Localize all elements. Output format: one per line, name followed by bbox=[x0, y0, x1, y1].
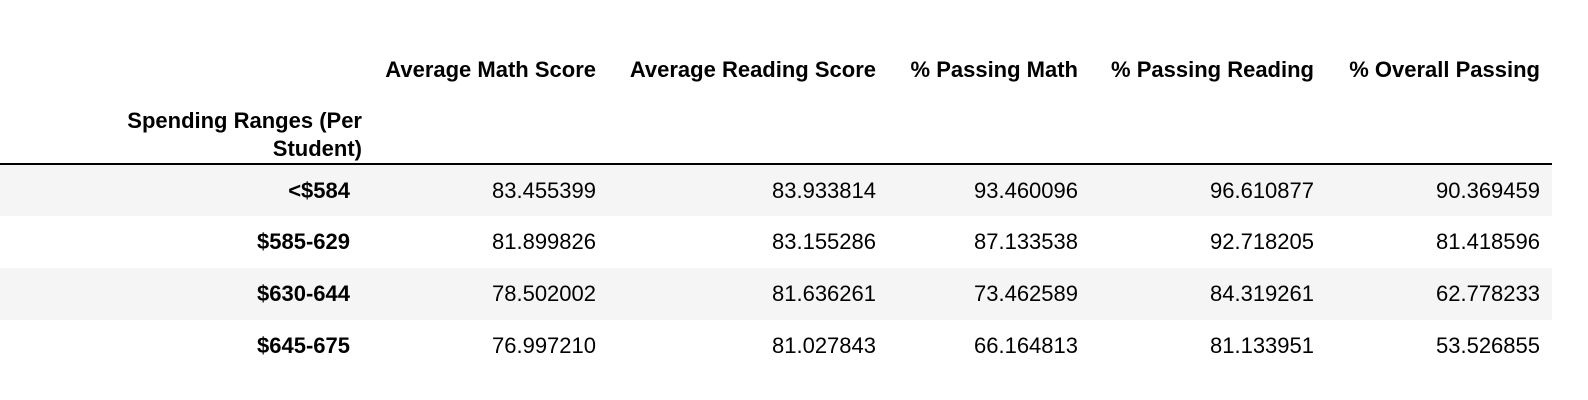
row-label: $585-629 bbox=[257, 229, 350, 254]
cell-overall-passing: 90.369459 bbox=[1436, 177, 1540, 203]
cell-average-math-score: 76.997210 bbox=[492, 333, 596, 358]
table-header: Average Math Score Average Reading Score… bbox=[0, 0, 1552, 164]
index-header-blank bbox=[608, 84, 888, 164]
spending-summary-table: Average Math Score Average Reading Score… bbox=[0, 0, 1552, 372]
index-header-row: Spending Ranges (Per Student) bbox=[0, 84, 1552, 164]
column-header-average-math-score: Average Math Score bbox=[385, 57, 596, 82]
cell-passing-reading: 96.610877 bbox=[1210, 177, 1314, 203]
column-header-average-reading-score: Average Reading Score bbox=[629, 57, 876, 82]
index-header-blank bbox=[1090, 84, 1326, 164]
index-name-header: Spending Ranges (Per Student) bbox=[0, 84, 362, 164]
cell-average-reading-score: 83.933814 bbox=[772, 177, 876, 203]
index-name-label: Spending Ranges (Per Student) bbox=[127, 108, 362, 161]
column-header-passing-reading: % Passing Reading bbox=[1111, 57, 1314, 82]
cell-average-reading-score: 81.636261 bbox=[772, 281, 876, 306]
cell-passing-math: 93.460096 bbox=[974, 177, 1078, 203]
cell-passing-reading: 81.133951 bbox=[1210, 333, 1314, 358]
row-label: $645-675 bbox=[257, 333, 350, 358]
column-header-row: Average Math Score Average Reading Score… bbox=[0, 0, 1552, 84]
row-label: <$584 bbox=[288, 177, 350, 203]
cell-passing-reading: 92.718205 bbox=[1210, 229, 1314, 254]
table-row: $585-629 81.899826 83.155286 87.133538 9… bbox=[0, 216, 1552, 268]
header-blank-cell bbox=[0, 0, 362, 84]
table-row: <$584 83.455399 83.933814 93.460096 96.6… bbox=[0, 164, 1552, 216]
index-header-blank bbox=[888, 84, 1090, 164]
cell-average-reading-score: 81.027843 bbox=[772, 333, 876, 358]
cell-average-math-score: 83.455399 bbox=[492, 177, 596, 203]
cell-passing-math: 87.133538 bbox=[974, 229, 1078, 254]
cell-overall-passing: 81.418596 bbox=[1436, 229, 1540, 254]
index-header-blank bbox=[1326, 84, 1552, 164]
cell-overall-passing: 53.526855 bbox=[1436, 333, 1540, 358]
cell-passing-math: 66.164813 bbox=[974, 333, 1078, 358]
cell-average-math-score: 81.899826 bbox=[492, 229, 596, 254]
row-label: $630-644 bbox=[257, 281, 350, 306]
cell-passing-reading: 84.319261 bbox=[1210, 281, 1314, 306]
cell-overall-passing: 62.778233 bbox=[1436, 281, 1540, 306]
column-header-overall-passing: % Overall Passing bbox=[1349, 57, 1540, 82]
index-header-blank bbox=[362, 84, 608, 164]
cell-passing-math: 73.462589 bbox=[974, 281, 1078, 306]
cell-average-math-score: 78.502002 bbox=[492, 281, 596, 306]
cell-average-reading-score: 83.155286 bbox=[772, 229, 876, 254]
column-header-passing-math: % Passing Math bbox=[910, 57, 1078, 82]
table-row: $645-675 76.997210 81.027843 66.164813 8… bbox=[0, 320, 1552, 372]
table-body: <$584 83.455399 83.933814 93.460096 96.6… bbox=[0, 164, 1552, 372]
table-row: $630-644 78.502002 81.636261 73.462589 8… bbox=[0, 268, 1552, 320]
